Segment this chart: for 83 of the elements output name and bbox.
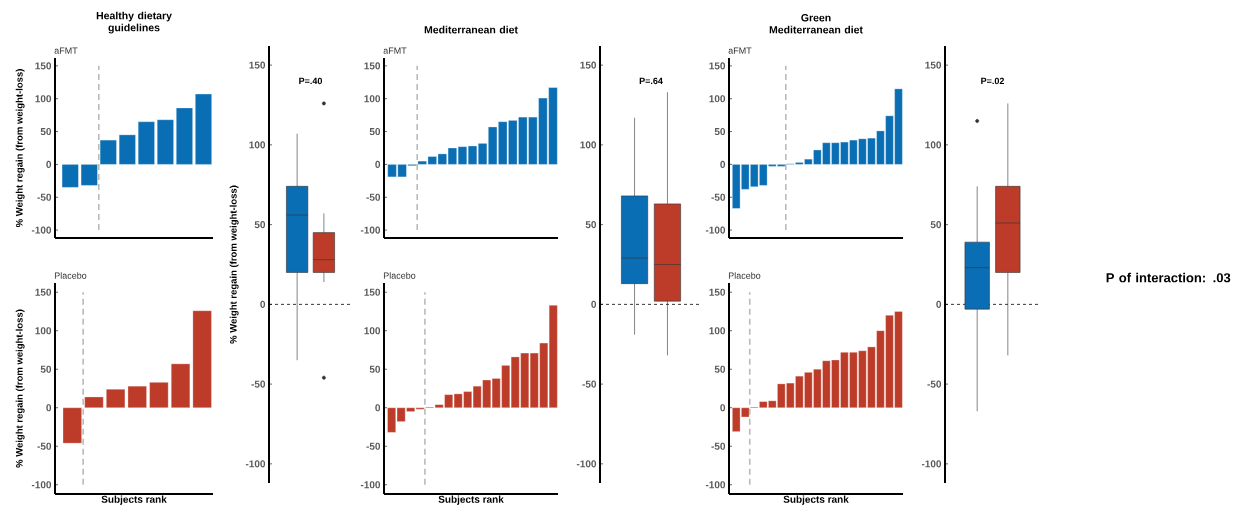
y-tick-label: -50 xyxy=(251,380,266,388)
y-tick-label: 50 xyxy=(714,365,726,373)
y-tick-label: 150 xyxy=(364,62,381,70)
x-axis-title: Subjects rank xyxy=(101,495,167,505)
bar xyxy=(176,107,193,165)
x-axis-title: Subjects rank xyxy=(438,495,504,505)
y-tick-label: 100 xyxy=(580,141,597,149)
y-tick-label: 0 xyxy=(46,160,52,168)
y-tick-label: 100 xyxy=(35,327,52,335)
y-axis-title: % Weight regain (from weight-loss) xyxy=(229,185,239,344)
y-tick-label: -100 xyxy=(360,481,381,489)
y-tick-label: 150 xyxy=(364,288,381,296)
y-tick-label: 100 xyxy=(35,95,52,103)
y-tick-label: -100 xyxy=(576,460,597,468)
y-tick-label: -50 xyxy=(366,442,381,450)
y-tick-label: -100 xyxy=(705,481,726,489)
chart-subtitle: aFMT xyxy=(383,47,407,54)
y-tick-label: 0 xyxy=(375,160,381,168)
bar xyxy=(84,396,104,408)
y-tick-label: -100 xyxy=(705,226,726,234)
annotation: P=.40 xyxy=(299,77,323,85)
y-tick-label: 150 xyxy=(709,288,726,296)
chart-title: Mediterranean diet xyxy=(424,25,518,34)
bar xyxy=(171,363,190,408)
y-tick-label: 50 xyxy=(369,365,381,373)
annotation: P=.64 xyxy=(639,77,663,85)
y-tick-label: -50 xyxy=(711,193,726,201)
y-tick-label: -50 xyxy=(37,442,52,450)
bar xyxy=(192,310,212,408)
chart-title: Green Mediterranean diet xyxy=(769,14,863,34)
annotation: P=.02 xyxy=(981,77,1005,85)
y-tick-label: -100 xyxy=(360,226,381,234)
y-tick-label: 150 xyxy=(249,61,266,69)
chart-subtitle: aFMT xyxy=(728,47,752,54)
y-tick-label: -50 xyxy=(927,380,942,388)
bar xyxy=(138,121,155,165)
y-tick-label: 150 xyxy=(709,62,726,70)
y-tick-label: -100 xyxy=(31,481,52,489)
bar xyxy=(149,382,169,408)
y-tick-label: 50 xyxy=(369,128,381,136)
y-tick-label: 0 xyxy=(46,404,52,412)
bar xyxy=(62,407,82,444)
y-tick-label: 100 xyxy=(364,327,381,335)
text: P of interaction: .03 xyxy=(1106,272,1231,283)
y-tick-label: -50 xyxy=(711,442,726,450)
y-tick-label: 0 xyxy=(260,300,266,308)
y-tick-label: 100 xyxy=(709,95,726,103)
y-tick-label: 100 xyxy=(709,327,726,335)
y-tick-label: 0 xyxy=(720,160,726,168)
y-tick-label: 150 xyxy=(925,61,942,69)
y-tick-label: 50 xyxy=(40,365,52,373)
y-tick-label: 150 xyxy=(35,288,52,296)
y-tick-label: -100 xyxy=(245,460,266,468)
y-tick-label: 150 xyxy=(580,61,597,69)
y-tick-label: 100 xyxy=(925,141,942,149)
y-tick-label: -50 xyxy=(37,193,52,201)
y-tick-label: 50 xyxy=(254,221,266,229)
y-tick-label: -50 xyxy=(366,193,381,201)
y-tick-label: -100 xyxy=(921,460,942,468)
y-axis-title: % Weight regain (from weight-loss) xyxy=(15,69,25,228)
y-tick-label: 0 xyxy=(936,300,942,308)
y-tick-label: 50 xyxy=(40,128,52,136)
chart-title: Healthy dietary guidelines xyxy=(96,11,172,34)
y-tick-label: 50 xyxy=(585,221,597,229)
y-tick-label: -100 xyxy=(31,226,52,234)
y-tick-label: 0 xyxy=(591,300,597,308)
y-tick-label: 50 xyxy=(714,128,726,136)
y-tick-label: 0 xyxy=(720,404,726,412)
y-axis-title: % Weight regain (from weight-loss) xyxy=(15,309,25,468)
y-tick-label: 100 xyxy=(249,141,266,149)
bar xyxy=(195,93,212,165)
y-tick-label: 50 xyxy=(930,221,942,229)
chart-subtitle: aFMT xyxy=(54,47,78,54)
bar xyxy=(119,134,136,165)
bar xyxy=(157,119,174,165)
x-axis-title: Subjects rank xyxy=(783,495,849,505)
y-tick-label: 100 xyxy=(364,95,381,103)
chart-subtitle: Placebo xyxy=(728,272,761,279)
y-tick-label: 0 xyxy=(375,404,381,412)
chart-subtitle: Placebo xyxy=(54,272,87,279)
y-tick-label: -50 xyxy=(582,380,597,388)
y-tick-label: 150 xyxy=(35,62,52,70)
chart-subtitle: Placebo xyxy=(383,272,416,279)
